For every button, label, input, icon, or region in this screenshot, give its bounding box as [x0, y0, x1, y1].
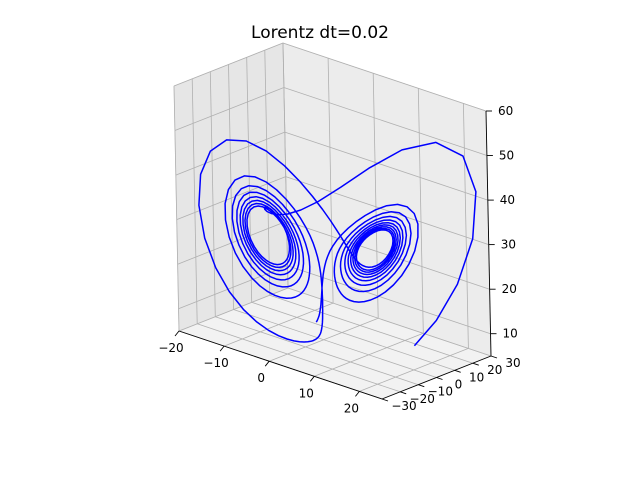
x-tick-label: −20	[158, 341, 183, 355]
y-tick-label: −30	[391, 399, 416, 413]
grid-line-y	[215, 316, 419, 386]
z-tick-label: 50	[499, 149, 514, 163]
z-tick-label: 60	[498, 104, 513, 118]
y-tick-label: −10	[428, 385, 453, 399]
grid-line-z	[285, 176, 489, 245]
grid-line-x	[417, 88, 424, 334]
x-tick-label: −10	[203, 356, 228, 370]
x-tick-label: 20	[344, 401, 359, 415]
y-tick-label: 30	[505, 356, 520, 370]
grid-line-z	[282, 42, 487, 112]
grid-line-z	[284, 131, 488, 201]
grid-line-y	[209, 71, 216, 317]
grid-line-y	[269, 294, 473, 364]
grid-line-y	[282, 42, 289, 289]
y-tick	[490, 355, 498, 359]
trajectory-group	[198, 139, 477, 347]
x-tick	[355, 391, 360, 397]
grid-line-x	[327, 58, 334, 304]
x-tick-label: 10	[299, 386, 314, 400]
y-tick-label: −20	[410, 392, 435, 406]
z-tick-label: 40	[500, 193, 515, 207]
y-tick-label: 0	[455, 378, 463, 392]
grid-line-z	[175, 131, 285, 176]
grid-line-y	[246, 57, 253, 303]
y-tick	[418, 384, 425, 388]
grid-line-y	[264, 50, 271, 296]
z-tick-label: 30	[501, 238, 516, 252]
grid-line-y	[251, 301, 455, 371]
chart-title: Lorentz dt=0.02	[251, 23, 389, 43]
y-tick	[381, 398, 389, 402]
x-tick	[219, 345, 225, 352]
x-tick	[174, 330, 180, 337]
grid-line-z	[178, 265, 288, 310]
y-tick	[436, 377, 443, 380]
grid-line-y	[191, 78, 198, 324]
x-tick-label: 0	[257, 371, 265, 385]
z-axis-line	[485, 110, 492, 357]
z-tick-label: 10	[503, 327, 518, 341]
grid-line-y	[233, 309, 437, 378]
x-tick	[264, 360, 270, 367]
grid-line-z	[174, 87, 285, 131]
grid-line-z	[283, 87, 488, 156]
y-tick-label: 10	[469, 370, 484, 384]
x-tick	[309, 376, 315, 382]
trajectory-line	[198, 139, 477, 347]
grid-line-y	[173, 85, 180, 332]
y-tick	[454, 369, 461, 373]
grid-line-z	[173, 42, 284, 87]
z-tick-label: 20	[502, 282, 517, 296]
x-axis-line	[178, 330, 383, 400]
y-tick	[472, 362, 479, 366]
y-tick	[400, 391, 407, 395]
grid-line-x	[463, 103, 469, 349]
grid-line-y	[197, 323, 401, 393]
y-tick-label: 20	[487, 363, 502, 377]
